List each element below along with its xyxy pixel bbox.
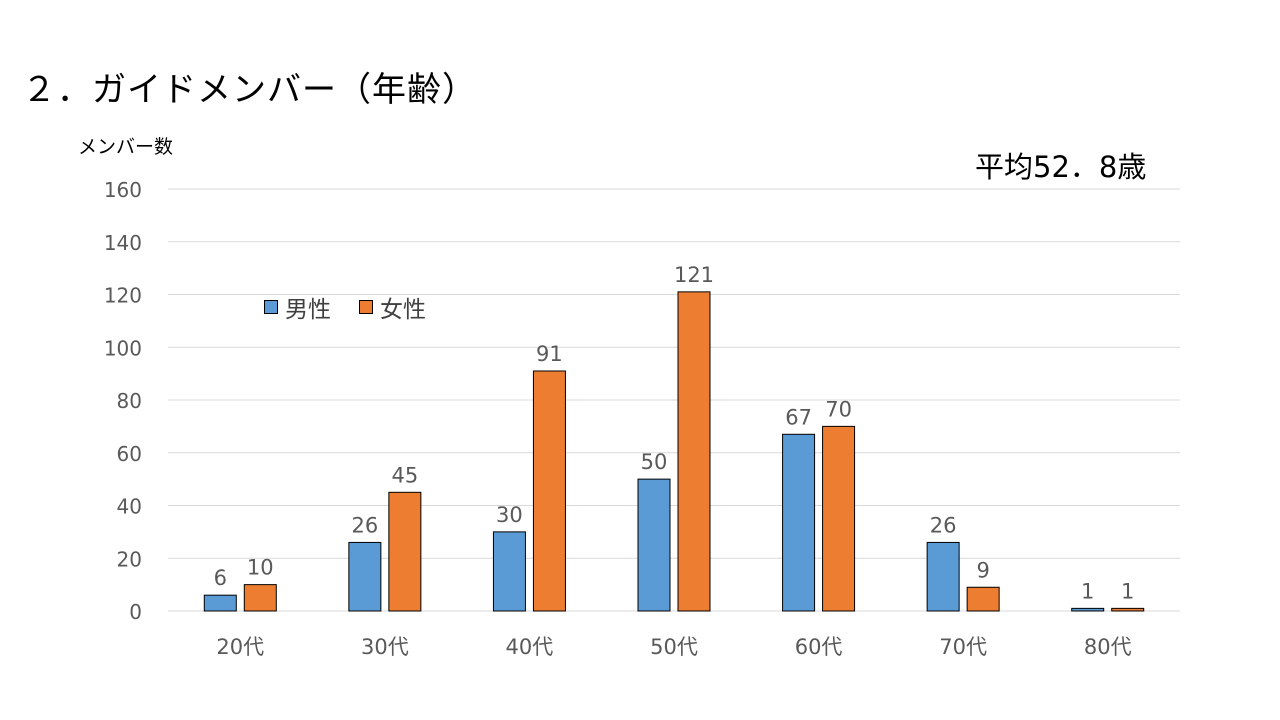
bar-female bbox=[966, 586, 1000, 612]
legend-item-male: 男性 bbox=[264, 290, 331, 324]
bar-female bbox=[677, 291, 711, 612]
bar-male bbox=[348, 541, 382, 612]
data-label: 50 bbox=[641, 450, 668, 474]
data-label: 6 bbox=[214, 566, 227, 590]
legend-item-female: 女性 bbox=[359, 290, 426, 324]
y-tick-label: 100 bbox=[104, 336, 142, 360]
bar-male bbox=[782, 433, 816, 612]
x-tick-label: 30代 bbox=[361, 635, 409, 659]
data-label: 30 bbox=[496, 503, 523, 527]
bar-male bbox=[1071, 607, 1105, 612]
bar-female bbox=[822, 425, 856, 612]
gridlines bbox=[168, 188, 1180, 612]
data-label: 1 bbox=[1121, 579, 1134, 603]
bar-female bbox=[1111, 607, 1145, 612]
bar-female bbox=[243, 584, 277, 612]
data-label: 10 bbox=[247, 556, 274, 580]
bar-male bbox=[926, 541, 960, 612]
chart-legend: 男性 女性 bbox=[264, 290, 426, 324]
legend-swatch-male bbox=[264, 300, 278, 314]
data-label: 45 bbox=[391, 463, 418, 487]
y-axis-title: メンバー数 bbox=[78, 136, 174, 158]
data-label: 121 bbox=[674, 263, 714, 287]
data-label: 67 bbox=[785, 405, 812, 429]
x-tick-label: 60代 bbox=[795, 635, 843, 659]
slide-title: ２．ガイドメンバー（年齢） bbox=[22, 70, 477, 110]
data-label: 26 bbox=[930, 513, 957, 537]
bar-male bbox=[203, 594, 237, 612]
x-axis-ticks: 20代 30代 40代 50代 60代 70代 80代 bbox=[216, 635, 1131, 659]
data-label: 70 bbox=[825, 397, 852, 421]
average-age-note: 平均52．8歳 bbox=[975, 150, 1147, 184]
y-tick-label: 160 bbox=[104, 178, 142, 202]
y-tick-label: 120 bbox=[104, 284, 142, 308]
y-tick-label: 80 bbox=[117, 389, 142, 413]
legend-label-female: 女性 bbox=[380, 297, 426, 323]
y-tick-label: 40 bbox=[117, 495, 142, 519]
x-tick-label: 70代 bbox=[939, 635, 987, 659]
y-axis-ticks: 0 20 40 60 80 100 120 140 160 bbox=[104, 178, 142, 624]
y-tick-label: 140 bbox=[104, 231, 142, 255]
data-label: 91 bbox=[536, 342, 563, 366]
bar-female bbox=[532, 370, 566, 612]
data-label: 1 bbox=[1081, 579, 1094, 603]
legend-label-male: 男性 bbox=[285, 297, 331, 323]
y-tick-label: 60 bbox=[117, 442, 142, 466]
bar-female bbox=[388, 491, 422, 612]
bar-male bbox=[492, 531, 526, 612]
y-tick-label: 20 bbox=[117, 547, 142, 571]
x-tick-label: 20代 bbox=[216, 635, 264, 659]
x-tick-label: 80代 bbox=[1084, 635, 1132, 659]
y-tick-label: 0 bbox=[129, 600, 142, 624]
data-label: 9 bbox=[976, 558, 989, 582]
x-tick-label: 50代 bbox=[650, 635, 698, 659]
bar-male bbox=[637, 478, 671, 612]
bars bbox=[203, 291, 1145, 612]
data-label: 26 bbox=[351, 513, 378, 537]
x-tick-label: 40代 bbox=[506, 635, 554, 659]
legend-swatch-female bbox=[359, 300, 373, 314]
